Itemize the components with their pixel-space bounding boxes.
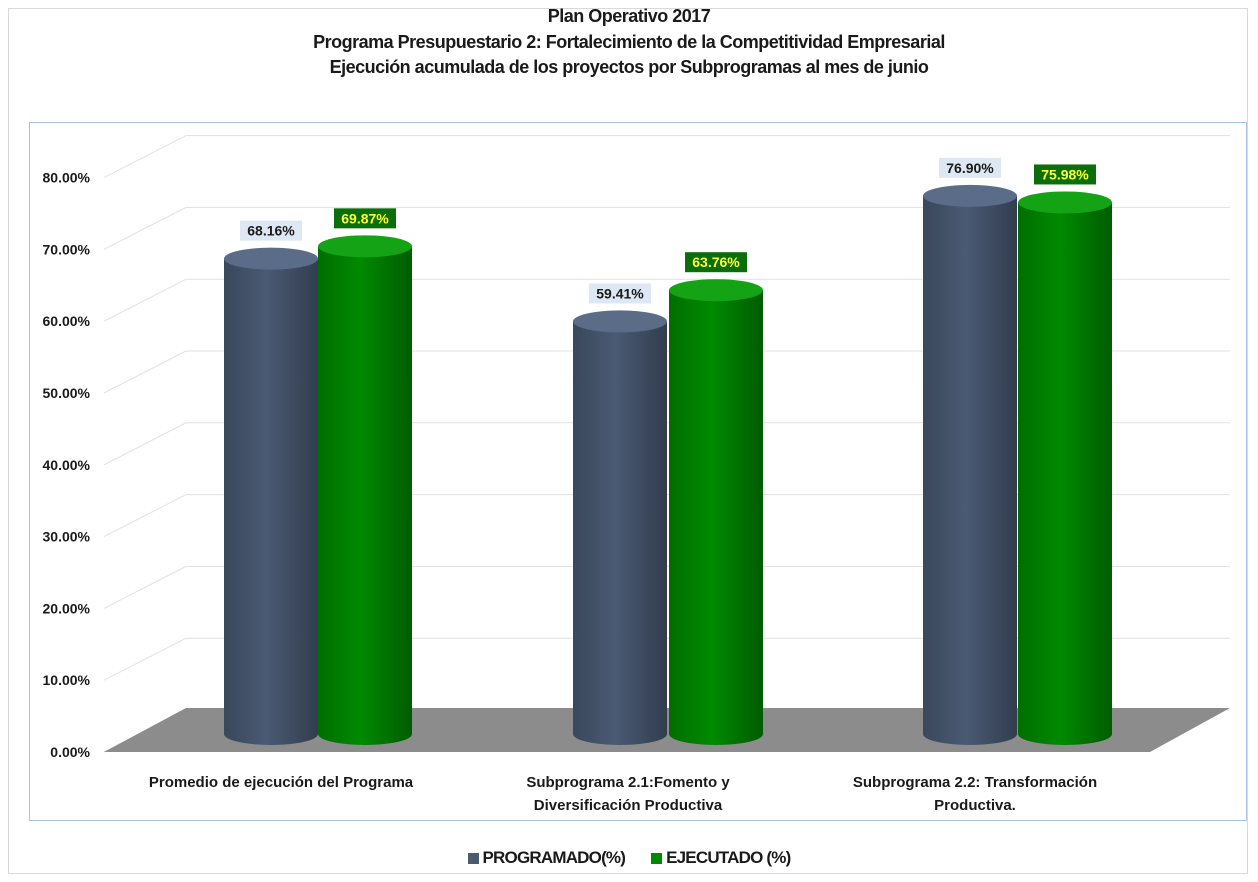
x-category-label: Subprograma 2.2: Transformación — [853, 774, 1097, 791]
data-label-bg-ejecutado — [334, 208, 396, 229]
gridline — [103, 494, 1230, 538]
data-label-programado: 68.16% — [247, 223, 295, 239]
y-tick-label: 40.00% — [43, 457, 91, 473]
y-tick-label: 50.00% — [43, 385, 91, 401]
y-tick-label: 20.00% — [43, 600, 91, 616]
legend-item-programado: PROGRAMADO(%) — [467, 848, 626, 868]
gridline — [103, 422, 1230, 466]
data-label-bg-programado — [939, 157, 1001, 178]
legend-swatch-programado — [467, 852, 479, 864]
bar-top-programado — [573, 310, 667, 333]
gridline — [103, 637, 1230, 681]
chart-title: Plan Operativo 2017 — [547, 6, 711, 26]
bar-ejecutado — [318, 246, 412, 745]
legend-label-programado: PROGRAMADO(%) — [482, 848, 626, 867]
plot-area — [29, 122, 1247, 821]
x-category-label: Subprograma 2.1:Fomento y — [526, 774, 730, 791]
bar-top-ejecutado — [1018, 191, 1112, 214]
data-label-ejecutado: 75.98% — [1041, 166, 1089, 182]
y-tick-label: 0.00% — [50, 744, 90, 760]
bar-programado — [224, 258, 318, 745]
y-tick-label: 80.00% — [43, 170, 91, 186]
bar-top-programado — [224, 247, 318, 270]
chart-subtitle: Programa Presupuestario 2: Fortalecimien… — [313, 32, 945, 52]
legend-swatch-ejecutado — [651, 852, 663, 864]
x-category-label: Productiva. — [934, 797, 1016, 814]
data-label-bg-ejecutado — [685, 252, 747, 273]
x-category-label: Diversificación Productiva — [534, 797, 723, 814]
gridline — [103, 278, 1230, 322]
data-label-programado: 59.41% — [596, 285, 644, 301]
data-label-bg-ejecutado — [1034, 164, 1096, 185]
data-label-bg-programado — [589, 283, 651, 304]
bar-programado — [573, 321, 667, 745]
data-label-ejecutado: 69.87% — [341, 210, 389, 226]
data-label-ejecutado: 63.76% — [692, 254, 740, 270]
y-tick-label: 10.00% — [43, 672, 91, 688]
gridline — [103, 565, 1230, 609]
bar-top-programado — [923, 184, 1017, 207]
y-tick-label: 30.00% — [43, 529, 91, 545]
bar-top-ejecutado — [318, 235, 412, 258]
bar-ejecutado — [669, 290, 763, 745]
legend-label-ejecutado: EJECUTADO (%) — [666, 848, 791, 867]
gridline — [103, 350, 1230, 394]
y-tick-label: 60.00% — [43, 313, 91, 329]
bar-top-ejecutado — [669, 279, 763, 302]
chart-subtitle-detail: Ejecución acumulada de los proyectos por… — [329, 57, 929, 77]
data-label-bg-programado — [240, 220, 302, 241]
x-category-label: Promedio de ejecución del Programa — [149, 774, 414, 791]
legend-item-ejecutado: EJECUTADO (%) — [651, 848, 791, 868]
bar-programado — [923, 195, 1017, 745]
y-tick-label: 70.00% — [43, 241, 91, 257]
data-label-programado: 76.90% — [946, 160, 994, 176]
gridline — [103, 206, 1230, 250]
bar-ejecutado — [1018, 202, 1112, 745]
gridline — [103, 135, 1230, 179]
legend: PROGRAMADO(%) EJECUTADO (%) — [0, 848, 1258, 868]
